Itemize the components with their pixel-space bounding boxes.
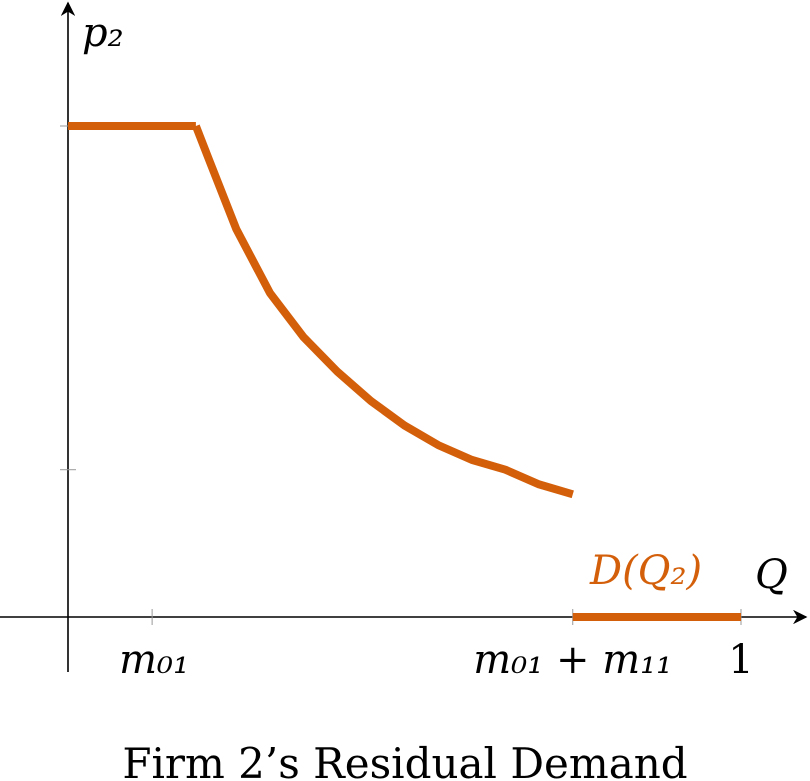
x-tick-label-0: m₀₁: [119, 637, 189, 683]
series-layer: [68, 122, 741, 621]
tick-labels: m₀₁ m₀₁ + m₁₁ 1: [119, 637, 754, 683]
y-axis-label: p₂: [82, 10, 124, 56]
x-axis-label: Q: [755, 552, 788, 598]
x-tick-label-1: m₀₁ + m₁₁: [473, 637, 672, 683]
chart-caption: Firm 2’s Residual Demand: [122, 739, 687, 781]
x-tick-label-2: 1: [728, 637, 753, 683]
series-0-segment-1: [192, 124, 574, 499]
series-label: D(Q₂): [589, 548, 702, 594]
